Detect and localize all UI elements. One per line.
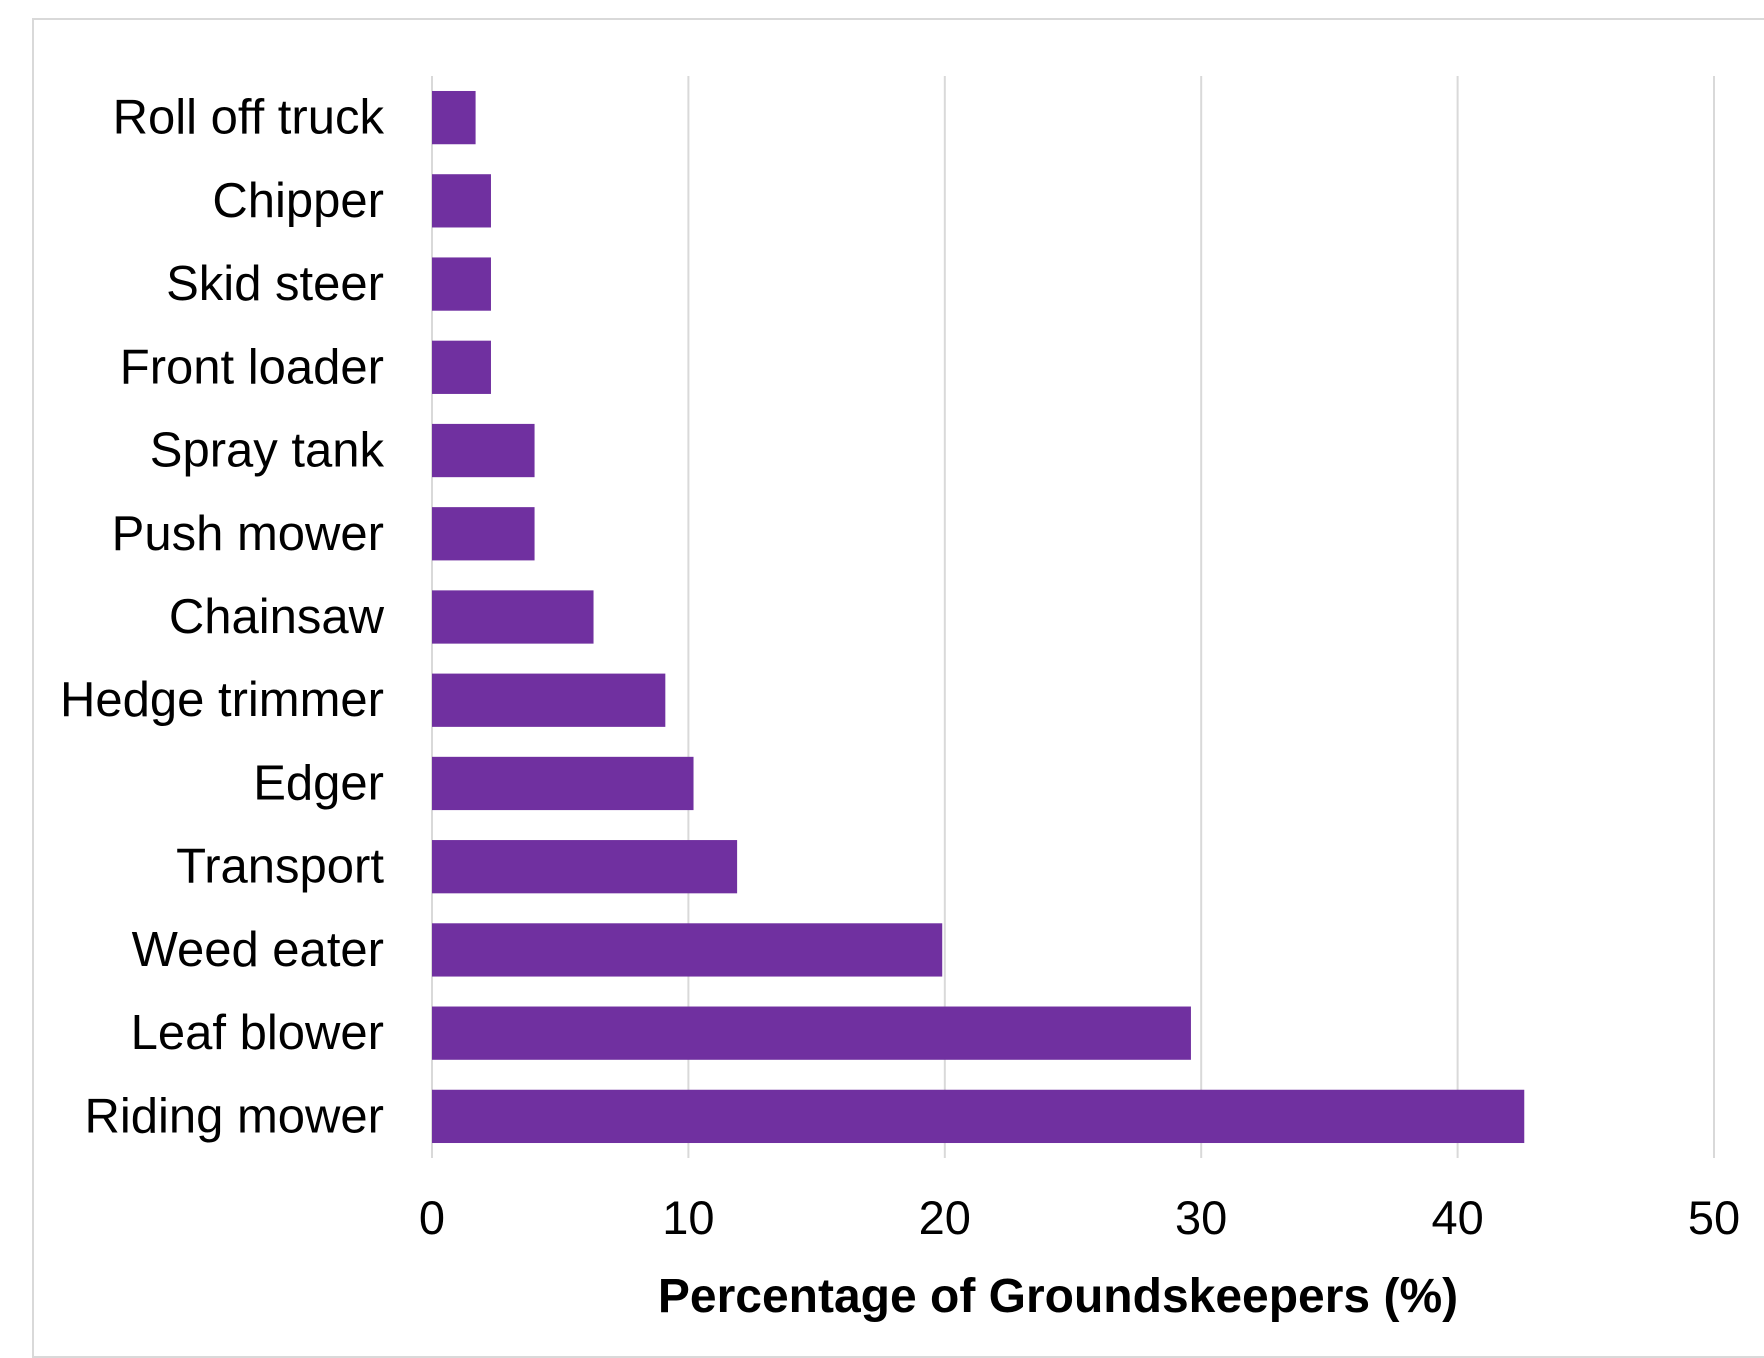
category-label: Chainsaw [169, 590, 385, 644]
x-tick-labels: 0 10 20 30 40 50 [419, 1191, 1740, 1244]
category-label: Hedge trimmer [60, 673, 384, 727]
category-label: Skid steer [166, 257, 384, 311]
category-label: Edger [253, 756, 384, 810]
category-label: Front loader [120, 340, 384, 394]
x-tick-label: 40 [1431, 1191, 1483, 1244]
x-axis-title: Percentage of Groundskeepers (%) [658, 1270, 1458, 1323]
x-tick-label: 10 [662, 1191, 714, 1244]
bar [432, 1006, 1191, 1060]
category-label: Leaf blower [131, 1006, 384, 1060]
x-tick-label: 50 [1688, 1191, 1740, 1244]
bar [432, 590, 594, 644]
bar-layer [432, 90, 1525, 1144]
bar [432, 174, 491, 228]
category-label: Push mower [112, 507, 384, 561]
x-tick-label: 20 [919, 1191, 971, 1244]
grid-layer [431, 76, 1715, 1158]
bar [432, 257, 491, 311]
bar [432, 756, 694, 811]
bar [432, 923, 943, 977]
x-tick-label: 0 [419, 1191, 445, 1244]
bar [432, 507, 535, 561]
category-label: Chipper [212, 174, 384, 228]
bar [432, 673, 666, 727]
category-label: Transport [176, 840, 384, 894]
category-label: Weed eater [132, 923, 384, 977]
bar [432, 423, 535, 478]
category-label: Spray tank [150, 424, 385, 478]
category-labels: Roll off truck Chipper Skid steer Front loa… [60, 91, 385, 1144]
bar [432, 840, 738, 894]
bar [432, 340, 491, 394]
x-tick-label: 30 [1175, 1191, 1227, 1244]
bar [432, 90, 476, 145]
category-label: Riding mower [84, 1089, 384, 1143]
category-label: Roll off truck [113, 91, 385, 145]
bar [432, 1089, 1525, 1144]
